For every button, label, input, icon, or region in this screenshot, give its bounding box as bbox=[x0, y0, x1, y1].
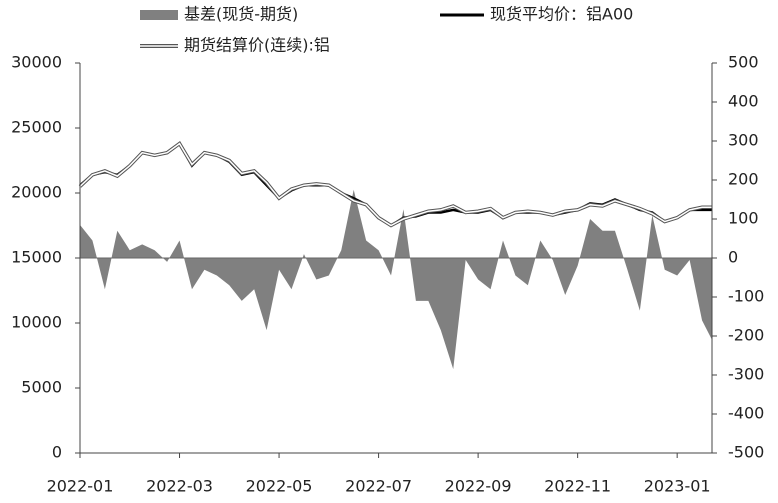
x-tick-label: 2022-03 bbox=[146, 477, 213, 496]
y-tick-label: 0 bbox=[52, 443, 62, 462]
legend-label: 现货平均价：铝A00 bbox=[490, 5, 633, 24]
y2-tick-label: -400 bbox=[728, 404, 764, 423]
basis-area bbox=[80, 189, 712, 370]
legend-label: 基差(现货-期货) bbox=[184, 5, 298, 24]
y-tick-label: 5000 bbox=[21, 378, 62, 397]
x-tick-label: 2022-09 bbox=[445, 477, 512, 496]
y-tick-label: 25000 bbox=[11, 118, 62, 137]
y2-tick-label: -100 bbox=[728, 287, 764, 306]
y2-tick-label: -300 bbox=[728, 365, 764, 384]
x-tick-label: 2022-01 bbox=[47, 477, 114, 496]
y-tick-label: 20000 bbox=[11, 183, 62, 202]
spot-line bbox=[79, 141, 712, 227]
y-tick-label: 10000 bbox=[11, 313, 62, 332]
y2-tick-label: -200 bbox=[728, 326, 764, 345]
x-tick-label: 2023-01 bbox=[644, 477, 711, 496]
legend-label: 期货结算价(连续):铝 bbox=[184, 36, 330, 55]
futures-line bbox=[79, 142, 712, 227]
y2-tick-label: 300 bbox=[728, 131, 759, 150]
y-tick-label: 15000 bbox=[11, 248, 62, 267]
y-tick-label: 30000 bbox=[11, 53, 62, 72]
x-tick-label: 2022-05 bbox=[246, 477, 313, 496]
y2-tick-label: 100 bbox=[728, 209, 759, 228]
legend-swatch bbox=[140, 10, 178, 20]
y2-tick-label: 200 bbox=[728, 170, 759, 189]
y2-tick-label: 500 bbox=[728, 53, 759, 72]
y2-tick-label: 400 bbox=[728, 92, 759, 111]
y2-tick-label: -500 bbox=[728, 443, 764, 462]
futures-line-outline bbox=[78, 141, 712, 228]
x-tick-label: 2022-07 bbox=[345, 477, 412, 496]
x-tick-label: 2022-11 bbox=[544, 477, 611, 496]
y2-tick-label: 0 bbox=[728, 248, 738, 267]
